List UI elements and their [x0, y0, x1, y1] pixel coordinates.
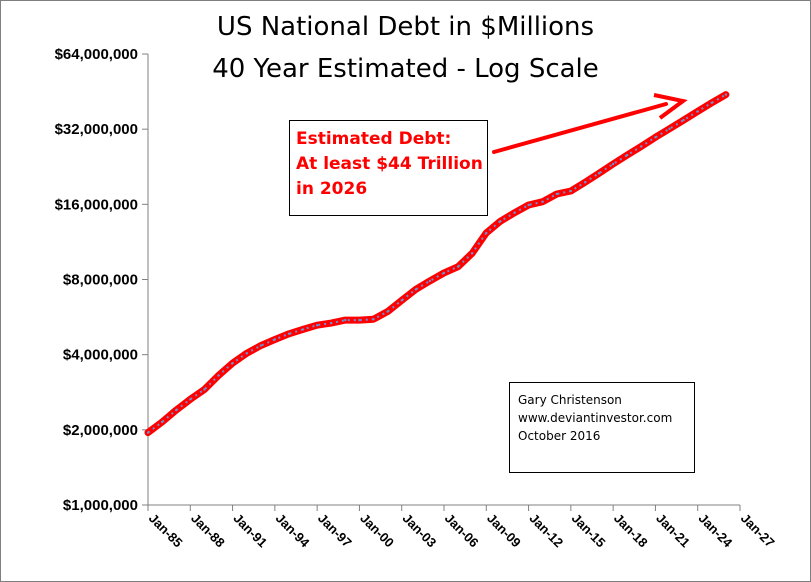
y-tick-label: $8,000,000: [63, 272, 138, 289]
x-tick-label: Jan-27: [738, 511, 778, 551]
x-tick-label: Jan-91: [230, 511, 270, 551]
data-point: [555, 192, 558, 196]
data-point: [146, 431, 150, 434]
estimate-line-3: in 2026: [296, 179, 368, 199]
data-point: [654, 136, 657, 139]
estimate-annotation: Estimated Debt: At least $44 Trillion in…: [289, 120, 488, 216]
callout-arrow-head: [653, 93, 688, 120]
data-point: [597, 172, 601, 175]
data-point: [358, 318, 361, 322]
y-tick-label: $32,000,000: [55, 121, 138, 138]
x-tick-label: Jan-15: [569, 511, 609, 551]
data-point: [583, 181, 587, 184]
data-point: [287, 332, 291, 335]
data-point: [259, 344, 262, 347]
data-point: [541, 200, 544, 203]
credit-annotation: Gary Christenson www.deviantinvestor.com…: [509, 382, 695, 473]
x-tick-label: Jan-03: [400, 511, 440, 551]
estimate-line-2: At least $44 Trillion: [296, 154, 483, 174]
x-tick-label: Jan-24: [696, 511, 736, 551]
credit-date: October 2016: [518, 429, 601, 443]
callout-arrow-shaft: [492, 102, 668, 154]
data-point: [513, 211, 516, 214]
credit-website: www.deviantinvestor.com: [518, 411, 673, 425]
data-point: [668, 127, 671, 130]
y-tick-label: $2,000,000: [63, 422, 138, 439]
data-point: [471, 252, 474, 255]
data-point: [245, 352, 248, 355]
data-point: [315, 324, 319, 327]
data-point: [611, 162, 615, 166]
credit-author: Gary Christenson: [518, 393, 622, 407]
y-tick-label: $4,000,000: [63, 347, 138, 364]
y-tick-label: $64,000,000: [55, 46, 138, 63]
x-tick-label: Jan-12: [526, 511, 566, 551]
x-tick-label: Jan-85: [146, 511, 186, 551]
x-tick-label: Jan-21: [653, 511, 693, 551]
data-point: [527, 203, 530, 207]
data-point: [414, 288, 417, 291]
y-tick-label: $16,000,000: [55, 196, 138, 213]
data-point: [485, 231, 488, 235]
data-point: [189, 398, 192, 401]
x-tick-label: Jan-00: [357, 511, 397, 551]
data-point: [330, 321, 333, 325]
data-point: [203, 388, 206, 391]
data-point: [626, 153, 629, 157]
chart-title: US National Debt in $Millions: [216, 12, 595, 42]
x-tick-label: Jan-88: [188, 511, 228, 551]
debt-series-dash: [147, 93, 727, 434]
data-point: [499, 220, 502, 223]
data-point: [400, 299, 403, 302]
data-point: [710, 101, 713, 105]
data-point: [386, 310, 389, 313]
data-point: [175, 408, 178, 412]
data-point: [428, 279, 432, 283]
data-point: [456, 265, 460, 268]
x-tick-label: Jan-94: [273, 511, 313, 551]
data-point: [696, 110, 699, 113]
y-tick-label: $1,000,000: [63, 497, 138, 514]
data-point: [640, 145, 643, 148]
data-point: [301, 328, 305, 331]
data-point: [372, 318, 375, 321]
data-point: [231, 361, 234, 365]
x-tick-label: Jan-06: [442, 511, 482, 551]
data-point: [344, 318, 347, 322]
x-tick-label: Jan-18: [611, 511, 651, 551]
data-point: [273, 338, 277, 341]
data-point: [442, 271, 446, 275]
data-point: [160, 420, 164, 424]
data-point: [682, 118, 685, 122]
chart-subtitle: 40 Year Estimated - Log Scale: [212, 54, 599, 84]
estimate-line-1: Estimated Debt:: [296, 129, 452, 149]
x-tick-label: Jan-09: [484, 511, 524, 551]
x-tick-label: Jan-97: [315, 511, 355, 551]
data-point: [217, 374, 220, 377]
data-point: [569, 189, 573, 193]
data-point: [724, 93, 728, 96]
